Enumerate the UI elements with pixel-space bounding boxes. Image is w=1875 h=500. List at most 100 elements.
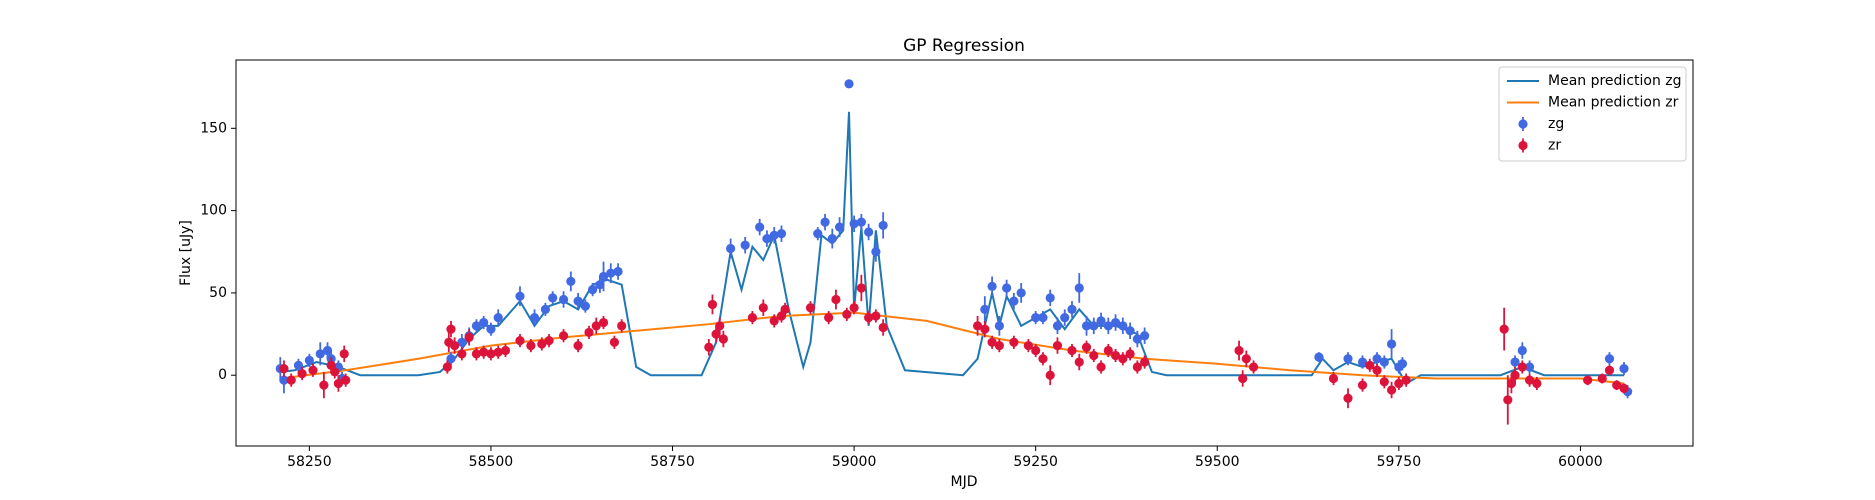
- data-point: [529, 313, 540, 323]
- data-point: [994, 321, 1004, 331]
- data-point: [515, 336, 525, 346]
- data-point: [446, 324, 456, 334]
- data-point: [315, 349, 325, 359]
- data-point: [864, 227, 874, 237]
- data-point: [286, 375, 296, 385]
- data-point: [1118, 321, 1128, 331]
- data-point: [1045, 293, 1055, 303]
- data-point: [493, 347, 503, 357]
- data-point: [500, 345, 511, 356]
- data-point: [707, 299, 718, 310]
- data-point: [849, 303, 859, 313]
- data-point: [878, 220, 888, 231]
- data-point: [333, 378, 344, 389]
- data-point: [1074, 357, 1084, 367]
- data-point: [1096, 362, 1106, 372]
- data-point: [1241, 354, 1251, 364]
- data-point: [613, 266, 623, 277]
- data-point: [1132, 334, 1142, 344]
- data-point: [1009, 296, 1019, 306]
- data-point: [457, 337, 467, 347]
- legend-marker: [1518, 140, 1528, 151]
- data-point: [1016, 288, 1026, 298]
- data-point: [540, 304, 551, 314]
- data-point: [1532, 378, 1542, 389]
- data-point: [442, 362, 452, 372]
- x-tick-label: 58500: [469, 454, 514, 470]
- data-point: [446, 354, 456, 364]
- data-point: [1401, 375, 1411, 385]
- data-point: [1506, 378, 1517, 389]
- data-point: [584, 327, 594, 338]
- data-point: [824, 313, 834, 323]
- x-tick-label: 59500: [1195, 454, 1240, 470]
- data-point: [1038, 313, 1048, 323]
- data-point: [297, 368, 307, 379]
- plot-area: [275, 79, 1633, 425]
- data-point: [1125, 326, 1135, 336]
- legend-box: [1498, 66, 1687, 162]
- x-tick-label: 60000: [1558, 454, 1603, 470]
- x-tick-label: 59000: [832, 454, 877, 470]
- data-point: [339, 349, 349, 359]
- data-point: [715, 321, 725, 331]
- data-point: [1314, 352, 1324, 362]
- data-point: [844, 79, 854, 89]
- data-point: [864, 313, 874, 323]
- data-point: [279, 375, 289, 385]
- data-point: [1238, 373, 1248, 384]
- data-point: [588, 285, 598, 295]
- data-point: [486, 324, 496, 334]
- data-point: [987, 337, 997, 347]
- data-point: [526, 340, 536, 351]
- data-point: [994, 340, 1004, 351]
- data-point: [1031, 345, 1041, 356]
- data-point: [769, 316, 779, 326]
- data-point: [493, 313, 503, 323]
- data-point: [805, 303, 816, 313]
- data-point: [1524, 375, 1535, 385]
- data-point: [558, 294, 569, 305]
- data-point: [1524, 362, 1535, 372]
- legend-marker: [1518, 119, 1528, 129]
- data-point: [606, 268, 616, 278]
- data-point: [1604, 354, 1615, 364]
- axes-frame: [235, 59, 1694, 447]
- data-point: [1067, 345, 1077, 356]
- data-point: [780, 304, 790, 314]
- data-point: [617, 321, 627, 331]
- data-point: [1397, 359, 1408, 369]
- data-point: [878, 322, 888, 333]
- data-point: [479, 347, 489, 357]
- data-point: [279, 364, 289, 374]
- data-point: [1597, 373, 1607, 384]
- data-point: [1357, 380, 1368, 390]
- data-point: [827, 233, 837, 244]
- x-tick-label: 58250: [287, 454, 332, 470]
- data-point: [537, 339, 547, 349]
- data-point: [1118, 354, 1128, 364]
- data-point: [322, 345, 333, 356]
- data-point: [1002, 283, 1012, 293]
- data-point: [558, 331, 569, 341]
- data-point: [871, 311, 881, 321]
- data-point: [1103, 345, 1113, 356]
- legend-label: zr: [1548, 138, 1561, 154]
- data-point: [573, 296, 583, 306]
- data-point: [580, 301, 590, 311]
- data-point: [1379, 377, 1389, 387]
- data-point: [987, 281, 997, 291]
- data-point: [457, 349, 467, 359]
- legend-label: zg: [1548, 116, 1564, 132]
- data-point: [1140, 357, 1150, 367]
- data-point: [1045, 370, 1055, 380]
- data-point: [1089, 321, 1099, 331]
- data-point: [1379, 357, 1389, 367]
- data-point: [1081, 321, 1092, 331]
- data-point: [1052, 340, 1063, 351]
- data-point: [1510, 370, 1520, 380]
- data-point: [341, 375, 351, 385]
- x-tick-label: 59250: [1013, 454, 1058, 470]
- x-tick-label: 59750: [1377, 454, 1422, 470]
